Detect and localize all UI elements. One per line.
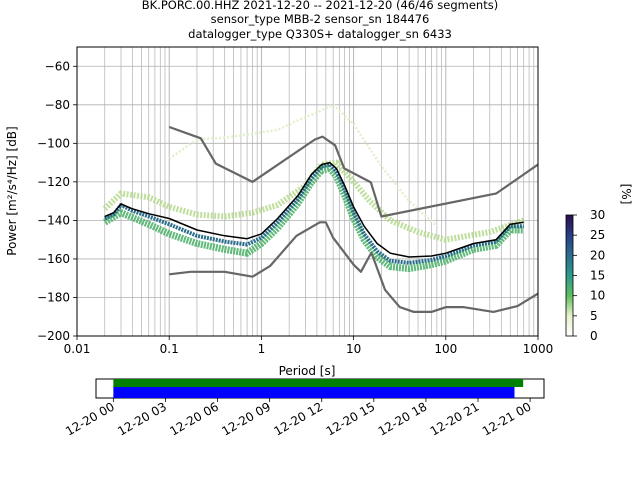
colorbar-label: [%]	[619, 184, 633, 205]
colorbar-tick-label: 30	[590, 208, 605, 222]
colorbar-tick-label: 10	[590, 289, 605, 303]
colorbar-ticks: 0 5 10 15 20 25 30	[573, 208, 605, 343]
y-tick-label: −100	[37, 136, 70, 150]
coverage-blue-bar	[113, 387, 515, 398]
x-tick-label: 100	[434, 342, 457, 356]
series-histogram-core	[103, 162, 524, 265]
plot-area	[102, 103, 538, 313]
x-tick-label: 0.1	[160, 342, 179, 356]
y-tick-label: −60	[45, 59, 70, 73]
coverage-tick-label: 12-20 06	[167, 399, 221, 438]
series-mode	[104, 161, 524, 258]
y-tick-label: −140	[37, 213, 70, 227]
coverage-tick-label: 12-20 18	[376, 399, 430, 438]
y-tick-label: −120	[37, 175, 70, 189]
x-axis-label: Period [s]	[279, 364, 336, 378]
colorbar-tick-label: 0	[590, 329, 598, 343]
coverage-tick-label: 12-21 00	[480, 399, 534, 438]
series-noise-model-high	[168, 125, 538, 218]
coverage-tick-label: 12-20 12	[272, 399, 326, 438]
y-tick-label: −200	[37, 329, 70, 343]
data-coverage-panel	[95, 378, 545, 399]
x-tick-label: 1	[258, 342, 266, 356]
y-tick-label: −180	[37, 290, 70, 304]
colorbar-tick-label: 5	[590, 309, 598, 323]
colorbar-tick-label: 20	[590, 248, 605, 262]
x-tick-label: 10	[346, 342, 361, 356]
y-axis-label: Power [m²/s⁴/Hz] [dB]	[5, 126, 19, 255]
chart-title-line-3: datalogger_type Q330S+ datalogger_sn 643…	[188, 27, 452, 41]
series-histogram-lower-spread	[103, 164, 524, 273]
series-histogram-outlier	[168, 103, 438, 228]
chart-title-line-2: sensor_type MBB-2 sensor_sn 184476	[210, 12, 430, 26]
x-axis-ticks: 0.01 0.1 1 10 100 1000	[64, 336, 554, 356]
axes-frame	[76, 46, 539, 337]
series-noise-model-low	[169, 221, 538, 313]
y-axis-ticks: −200 −180 −160 −140 −120 −100 −80 −60	[37, 59, 77, 343]
y-tick-label: −160	[37, 252, 70, 266]
coverage-green-bar	[113, 379, 524, 387]
x-tick-label: 0.01	[64, 342, 91, 356]
coverage-tick-label: 12-20 00	[63, 399, 117, 438]
x-tick-label: 1000	[523, 342, 554, 356]
coverage-tick-label: 12-20 03	[115, 399, 169, 438]
coverage-tick-label: 12-20 15	[324, 399, 378, 438]
chart-title-line-1: BK.PORC.00.HHZ 2021-12-20 -- 2021-12-20 …	[141, 0, 499, 12]
coverage-tick-label: 12-20 21	[428, 399, 482, 438]
coverage-tick-label: 12-20 09	[219, 399, 273, 438]
colorbar	[565, 214, 574, 337]
colorbar-tick-label: 15	[590, 269, 605, 283]
colorbar-tick-label: 25	[590, 228, 605, 242]
y-tick-label: −80	[45, 98, 70, 112]
